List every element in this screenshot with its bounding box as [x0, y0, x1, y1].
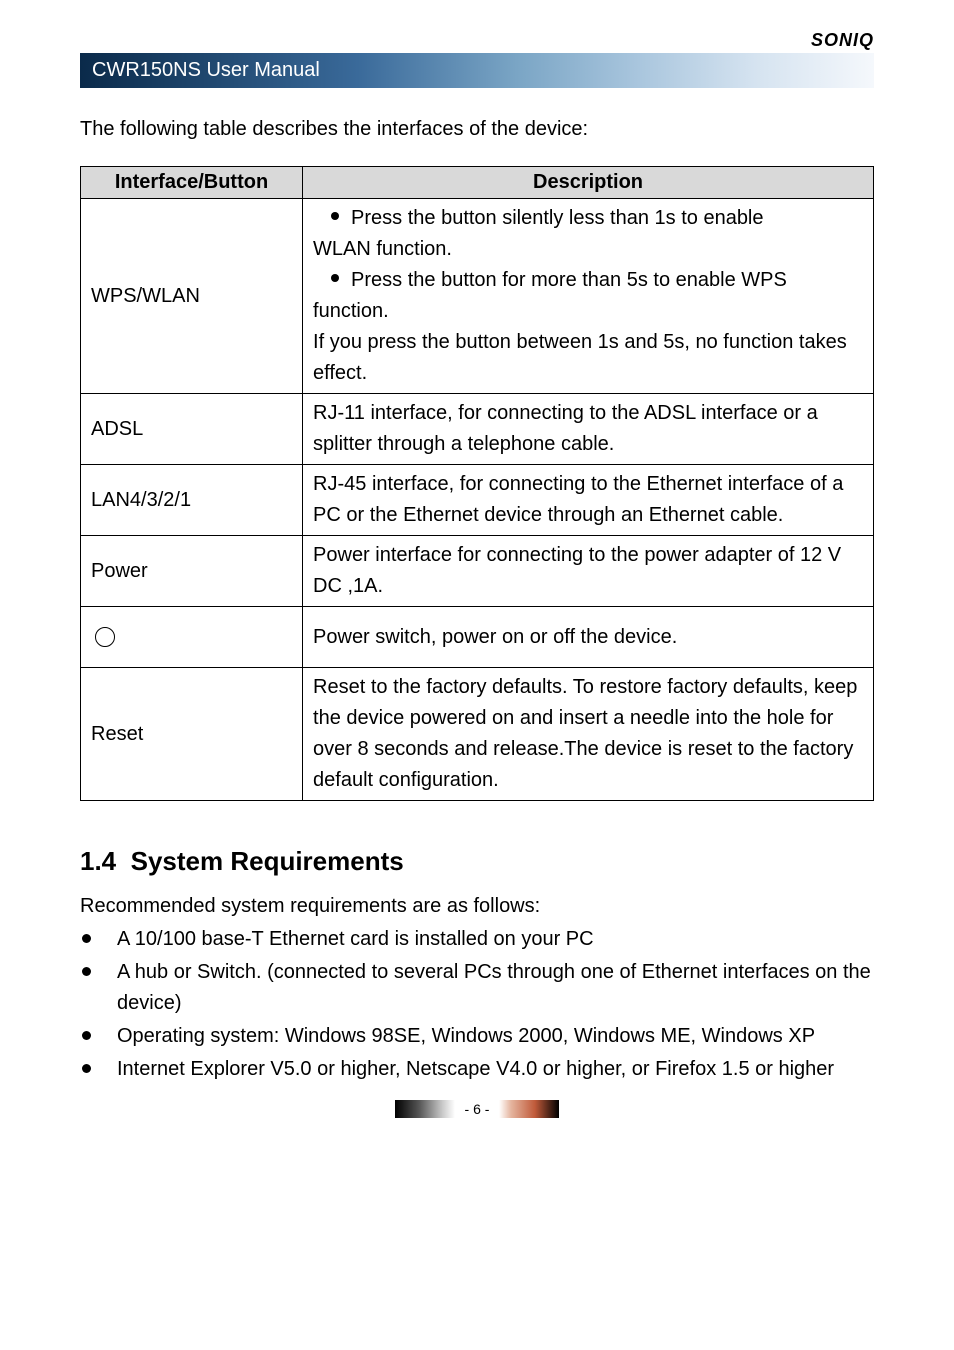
table-row: Power switch, power on or off the device… [81, 607, 874, 668]
requirements-intro: Recommended system requirements are as f… [80, 895, 874, 918]
requirements-list: A 10/100 base-T Ethernet card is install… [80, 924, 874, 1085]
cell-interface: LAN4/3/2/1 [81, 465, 303, 536]
bullet-icon [331, 274, 339, 282]
cell-interface: Power [81, 536, 303, 607]
list-item: A 10/100 base-T Ethernet card is install… [80, 924, 874, 955]
list-item-text: A hub or Switch. (connected to several P… [117, 957, 874, 1019]
col-header-interface: Interface/Button [81, 167, 303, 199]
list-item: Internet Explorer V5.0 or higher, Netsca… [80, 1054, 874, 1085]
bullet-continuation: WLAN function. [313, 234, 863, 265]
list-item-text: Internet Explorer V5.0 or higher, Netsca… [117, 1054, 834, 1085]
cell-description: Power interface for connecting to the po… [303, 536, 874, 607]
bullet-text: Press the button for more than 5s to ena… [351, 265, 787, 296]
cell-interface: Reset [81, 668, 303, 801]
footer-gradient-right [499, 1100, 559, 1118]
table-row: Reset Reset to the factory defaults. To … [81, 668, 874, 801]
bullet-icon [82, 1064, 91, 1073]
brand-logo: SONIQ [80, 30, 874, 51]
cell-description: Power switch, power on or off the device… [303, 607, 874, 668]
list-item-text: Operating system: Windows 98SE, Windows … [117, 1021, 815, 1052]
bullet-icon [82, 967, 91, 976]
footer-gradient-left [395, 1100, 455, 1118]
table-header-row: Interface/Button Description [81, 167, 874, 199]
intro-text: The following table describes the interf… [80, 118, 874, 141]
interfaces-table: Interface/Button Description WPS/WLAN Pr… [80, 166, 874, 801]
table-row: ADSL RJ-11 interface, for connecting to … [81, 394, 874, 465]
manual-header: CWR150NS User Manual [80, 53, 874, 88]
list-item: Operating system: Windows 98SE, Windows … [80, 1021, 874, 1052]
bullet-icon [82, 934, 91, 943]
bullet-icon [82, 1031, 91, 1040]
page-number: - 6 - [459, 1101, 496, 1117]
description-tail: If you press the button between 1s and 5… [313, 327, 863, 389]
list-item: A hub or Switch. (connected to several P… [80, 957, 874, 1019]
cell-interface [81, 607, 303, 668]
col-header-description: Description [303, 167, 874, 199]
table-row: WPS/WLAN Press the button silently less … [81, 199, 874, 394]
list-item-text: A 10/100 base-T Ethernet card is install… [117, 924, 594, 955]
bullet-icon [331, 212, 339, 220]
cell-description: Press the button silently less than 1s t… [303, 199, 874, 394]
power-switch-icon [95, 627, 115, 647]
cell-interface: ADSL [81, 394, 303, 465]
section-title: System Requirements [131, 846, 404, 876]
cell-description: Reset to the factory defaults. To restor… [303, 668, 874, 801]
page-footer: - 6 - [80, 1100, 874, 1118]
cell-interface: WPS/WLAN [81, 199, 303, 394]
bullet-text: Press the button silently less than 1s t… [351, 203, 763, 234]
cell-description: RJ-45 interface, for connecting to the E… [303, 465, 874, 536]
table-row: LAN4/3/2/1 RJ-45 interface, for connecti… [81, 465, 874, 536]
cell-description: RJ-11 interface, for connecting to the A… [303, 394, 874, 465]
bullet-continuation: function. [313, 296, 863, 327]
table-row: Power Power interface for connecting to … [81, 536, 874, 607]
section-heading: 1.4 System Requirements [80, 846, 874, 877]
section-number: 1.4 [80, 846, 116, 876]
